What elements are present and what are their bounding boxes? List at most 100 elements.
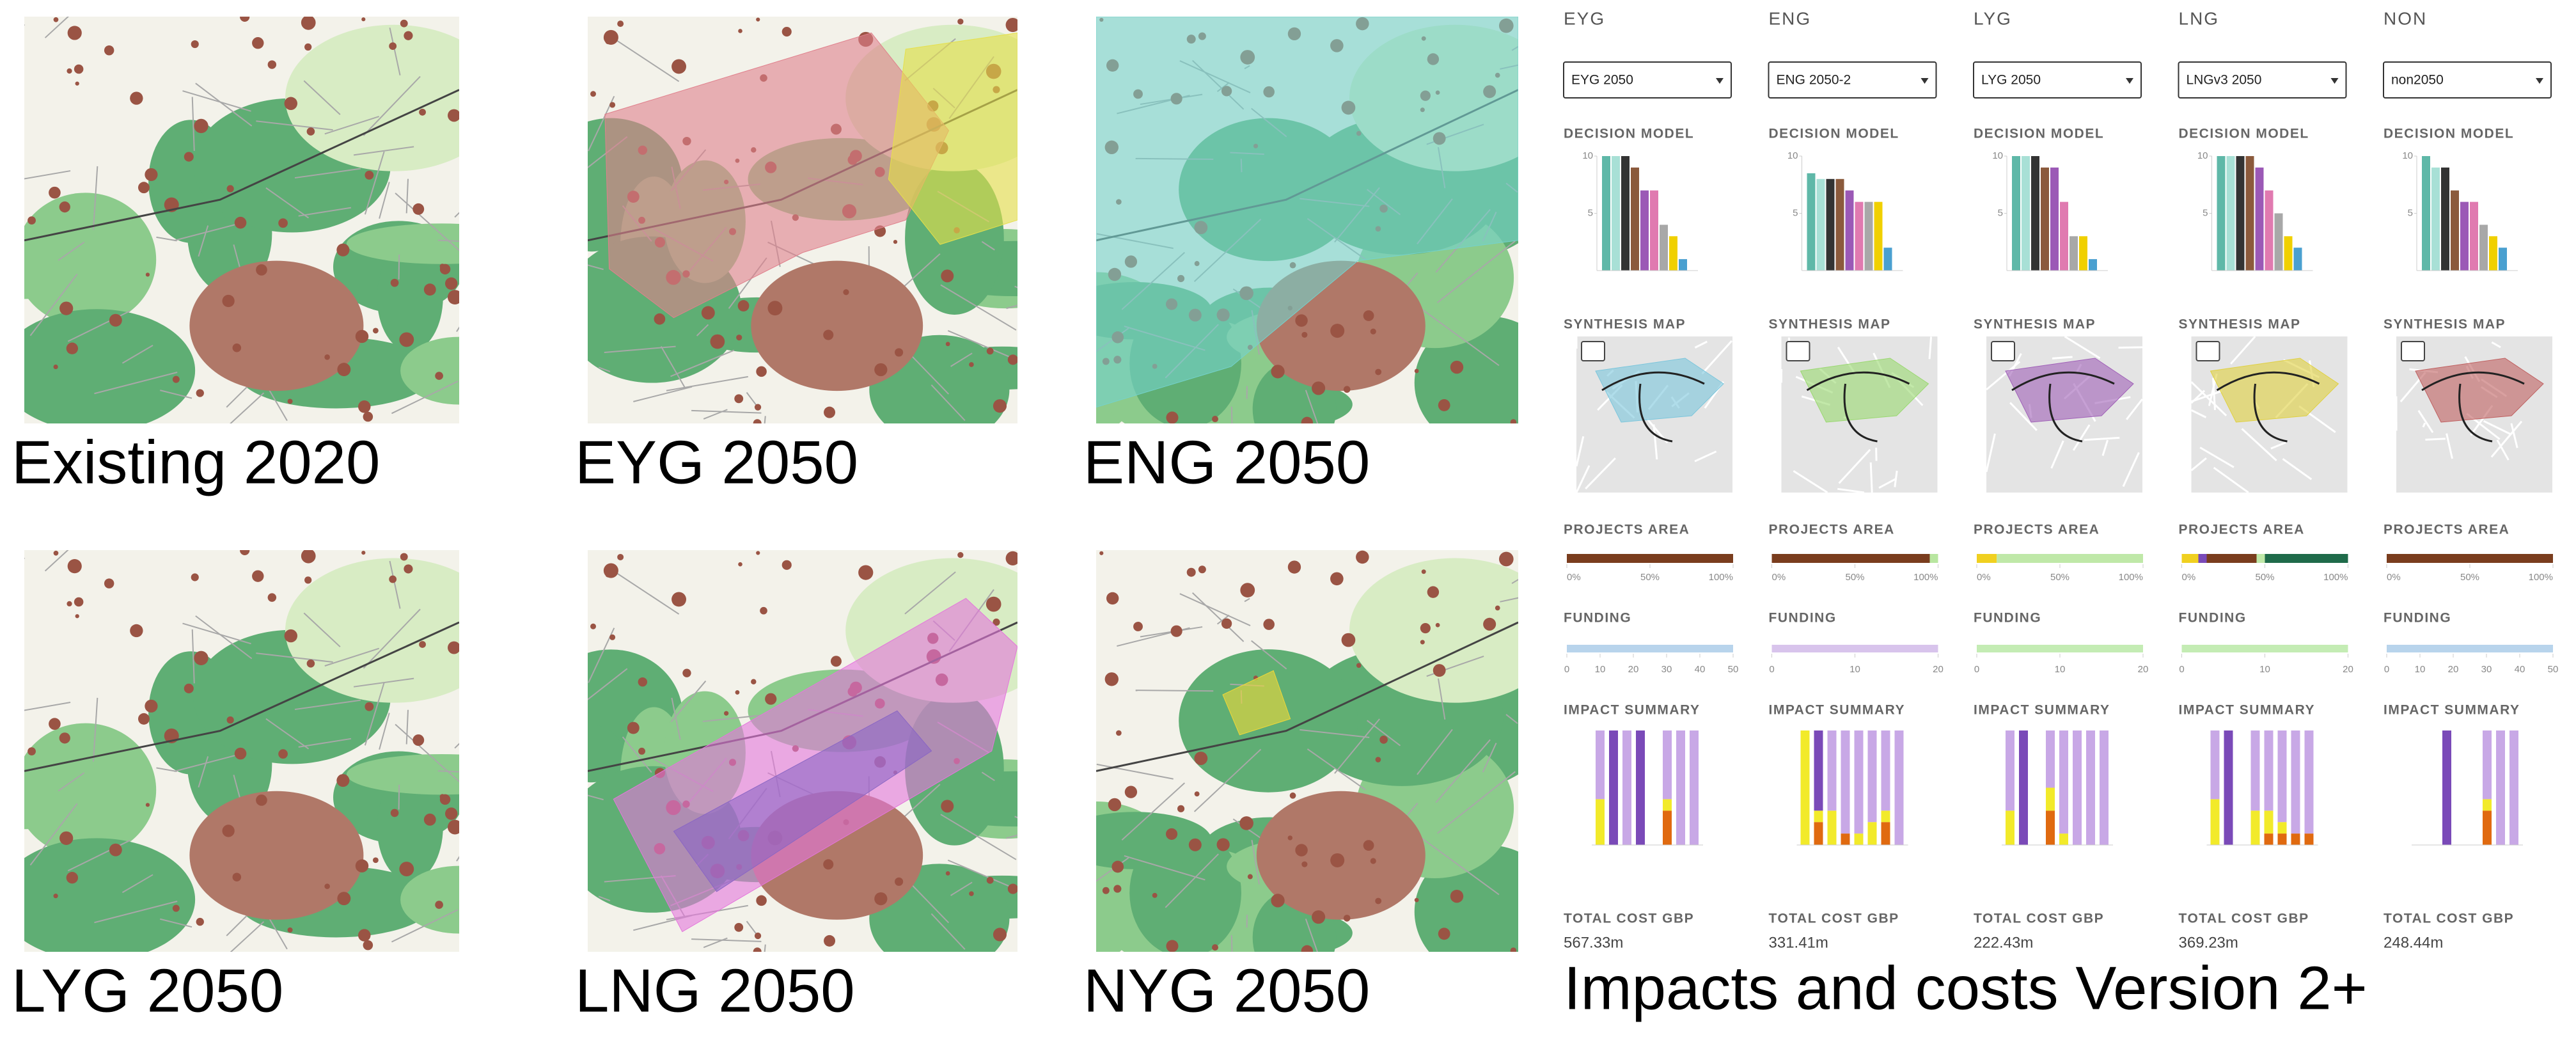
town: [843, 289, 849, 295]
y-tick-label: 10: [2402, 150, 2413, 161]
town: [1099, 551, 1103, 555]
area-segment: [2207, 554, 2257, 563]
x-tick-label: 100%: [1709, 572, 1733, 583]
town: [391, 279, 399, 287]
impact-segment: [2086, 730, 2095, 845]
town: [448, 820, 462, 835]
town: [987, 347, 994, 354]
fullscreen-button[interactable]: [2401, 342, 2424, 361]
road: [0, 558, 25, 565]
town: [1105, 672, 1119, 686]
fullscreen-button[interactable]: [2197, 342, 2220, 361]
town: [400, 553, 408, 561]
map-image: [539, 17, 1110, 477]
city: [189, 791, 363, 920]
map-panel: LNG 2050: [539, 550, 1110, 1025]
town: [590, 91, 596, 97]
town: [755, 933, 761, 939]
area-segment: [1772, 554, 1930, 563]
total-cost: 369.23m: [2179, 934, 2238, 951]
road: [399, 255, 400, 280]
town: [1008, 354, 1018, 365]
town: [738, 29, 742, 33]
decision-bar: [1826, 179, 1835, 271]
impact-segment: [1676, 730, 1685, 845]
dropdown-value[interactable]: non2050: [2391, 73, 2444, 88]
map-caption: ENG 2050: [1083, 428, 1370, 496]
town: [268, 593, 276, 601]
town: [54, 17, 59, 22]
section-label: PROJECTS AREA: [2179, 523, 2305, 537]
x-tick-label: 50%: [2050, 572, 2069, 583]
town: [336, 774, 349, 787]
x-tick-label: 20: [1628, 664, 1639, 675]
town: [233, 343, 242, 352]
town: [767, 301, 782, 315]
dropdown-value[interactable]: LYG 2050: [1981, 73, 2041, 88]
town: [1295, 314, 1307, 326]
town: [1356, 663, 1362, 668]
y-tick-label: 10: [1582, 150, 1593, 161]
fullscreen-button[interactable]: [1991, 342, 2014, 361]
town: [424, 283, 436, 296]
dropdown-value[interactable]: ENG 2050-2: [1777, 73, 1851, 88]
town: [1301, 332, 1307, 338]
town: [1106, 592, 1119, 604]
town: [1301, 417, 1313, 429]
map-road: [2119, 347, 2142, 348]
town: [109, 314, 122, 327]
impact-segment: [2305, 730, 2314, 833]
town: [858, 565, 873, 580]
impact-segment: [2305, 833, 2314, 845]
town: [337, 892, 350, 905]
town: [304, 576, 311, 583]
scenario-dropdown[interactable]: LYG 2050: [1974, 62, 2141, 98]
green-area: [400, 866, 518, 934]
impact-segment: [1814, 810, 1823, 822]
fullscreen-button[interactable]: [1787, 342, 1810, 361]
decision-bar: [2060, 202, 2068, 271]
fullscreen-button[interactable]: [1582, 342, 1605, 361]
town: [735, 690, 740, 695]
decision-bar: [1669, 236, 1677, 271]
impact-segment: [2211, 730, 2220, 799]
section-label: DECISION MODEL: [2384, 127, 2514, 141]
town: [27, 747, 36, 755]
road: [1136, 690, 1214, 691]
town: [356, 330, 368, 343]
town: [1217, 838, 1230, 851]
town: [1006, 18, 1020, 32]
decision-bar: [2022, 156, 2030, 271]
dropdown-value[interactable]: LNGv3 2050: [2187, 73, 2262, 88]
town: [895, 878, 903, 886]
town: [194, 651, 208, 665]
town: [67, 872, 78, 883]
y-tick-label: 5: [2203, 207, 2208, 218]
scenario-dropdown[interactable]: non2050: [2384, 62, 2551, 98]
town: [702, 306, 715, 320]
section-label: FUNDING: [2179, 611, 2247, 626]
x-tick-label: 50%: [1845, 572, 1864, 583]
town: [146, 272, 150, 276]
scenario-dropdown[interactable]: ENG 2050-2: [1769, 62, 1936, 98]
map-panel: ENG 2050: [1007, 17, 1560, 496]
dropdown-value[interactable]: EYG 2050: [1571, 73, 1633, 88]
impact-segment: [2006, 810, 2014, 845]
scenario-dropdown[interactable]: EYG 2050: [1564, 62, 1731, 98]
scenario-dropdown[interactable]: LNGv3 2050: [2179, 62, 2346, 98]
town: [54, 365, 58, 369]
section-label: SYNTHESIS MAP: [1564, 317, 1686, 332]
impact-segment: [2265, 730, 2274, 810]
town: [27, 216, 36, 225]
town: [373, 857, 379, 863]
decision-bar: [2422, 156, 2430, 271]
town: [1363, 310, 1374, 321]
town: [1438, 399, 1450, 411]
road: [1015, 816, 1065, 839]
impact-segment: [1828, 810, 1837, 845]
x-tick-label: 0%: [1567, 572, 1581, 583]
town: [412, 203, 424, 215]
decision-bar: [2041, 168, 2049, 271]
